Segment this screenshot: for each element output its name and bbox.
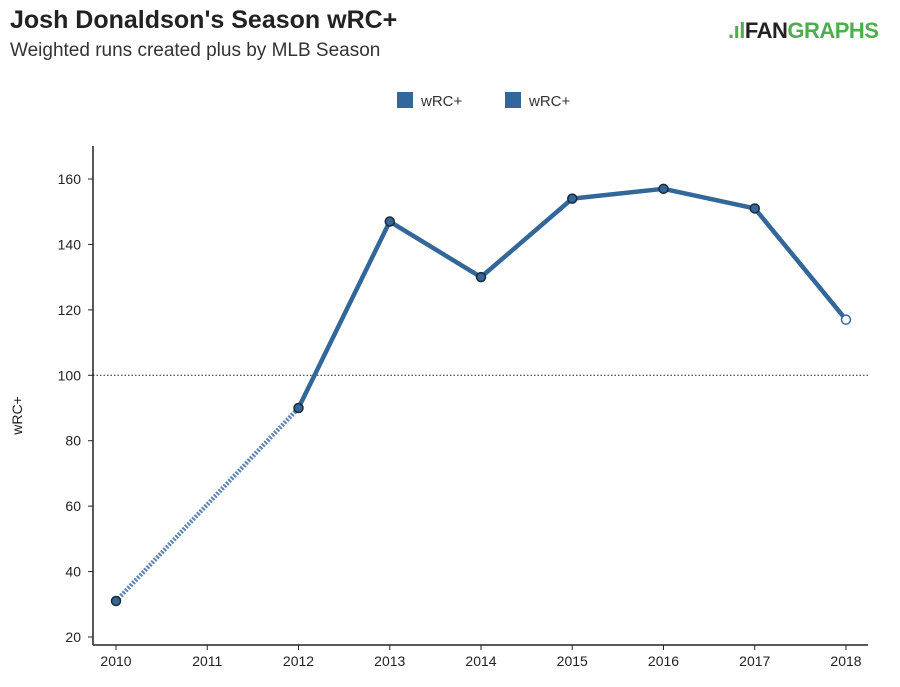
legend-swatch (397, 92, 413, 108)
x-tick-label: 2014 (465, 653, 496, 669)
x-tick-label: 2016 (648, 653, 679, 669)
data-point-2010 (110, 595, 122, 607)
data-point-2016 (658, 183, 669, 195)
x-tick-label: 2010 (100, 653, 131, 669)
x-tick-label: 2011 (192, 653, 222, 669)
x-tick-label: 2013 (374, 653, 405, 669)
y-tick-label: 120 (58, 302, 82, 318)
y-tick-label: 60 (65, 498, 81, 514)
data-point-2017 (749, 203, 760, 214)
data-point-2013 (384, 216, 395, 227)
series-line-dotted (114, 406, 301, 603)
chart-subtitle: Weighted runs created plus by MLB Season (10, 40, 381, 61)
y-tick-label: 140 (58, 236, 82, 252)
y-tick-label: 160 (58, 171, 82, 187)
data-point-2018 (840, 314, 852, 325)
y-tick-label: 20 (65, 629, 81, 645)
chart-title: Josh Donaldson's Season wRC+ (10, 6, 398, 34)
x-tick-label: 2012 (283, 653, 314, 669)
data-point-2015 (567, 193, 578, 204)
x-tick-label: 2015 (557, 653, 588, 669)
y-tick-label: 40 (65, 564, 81, 580)
legend-label: wRC+ (420, 93, 462, 110)
y-tick-label: 80 (65, 433, 81, 449)
legend-swatch (505, 92, 521, 108)
x-tick-label: 2017 (739, 653, 770, 669)
y-tick-label: 100 (58, 367, 82, 383)
x-tick-label: 2018 (830, 653, 861, 669)
y-axis-label: wRC+ (9, 396, 25, 436)
data-point-2012 (293, 402, 304, 414)
data-point-2014 (475, 271, 487, 283)
fangraphs-logo: .ılFANGRAPHS (728, 18, 879, 43)
legend-label: wRC+ (528, 93, 570, 110)
